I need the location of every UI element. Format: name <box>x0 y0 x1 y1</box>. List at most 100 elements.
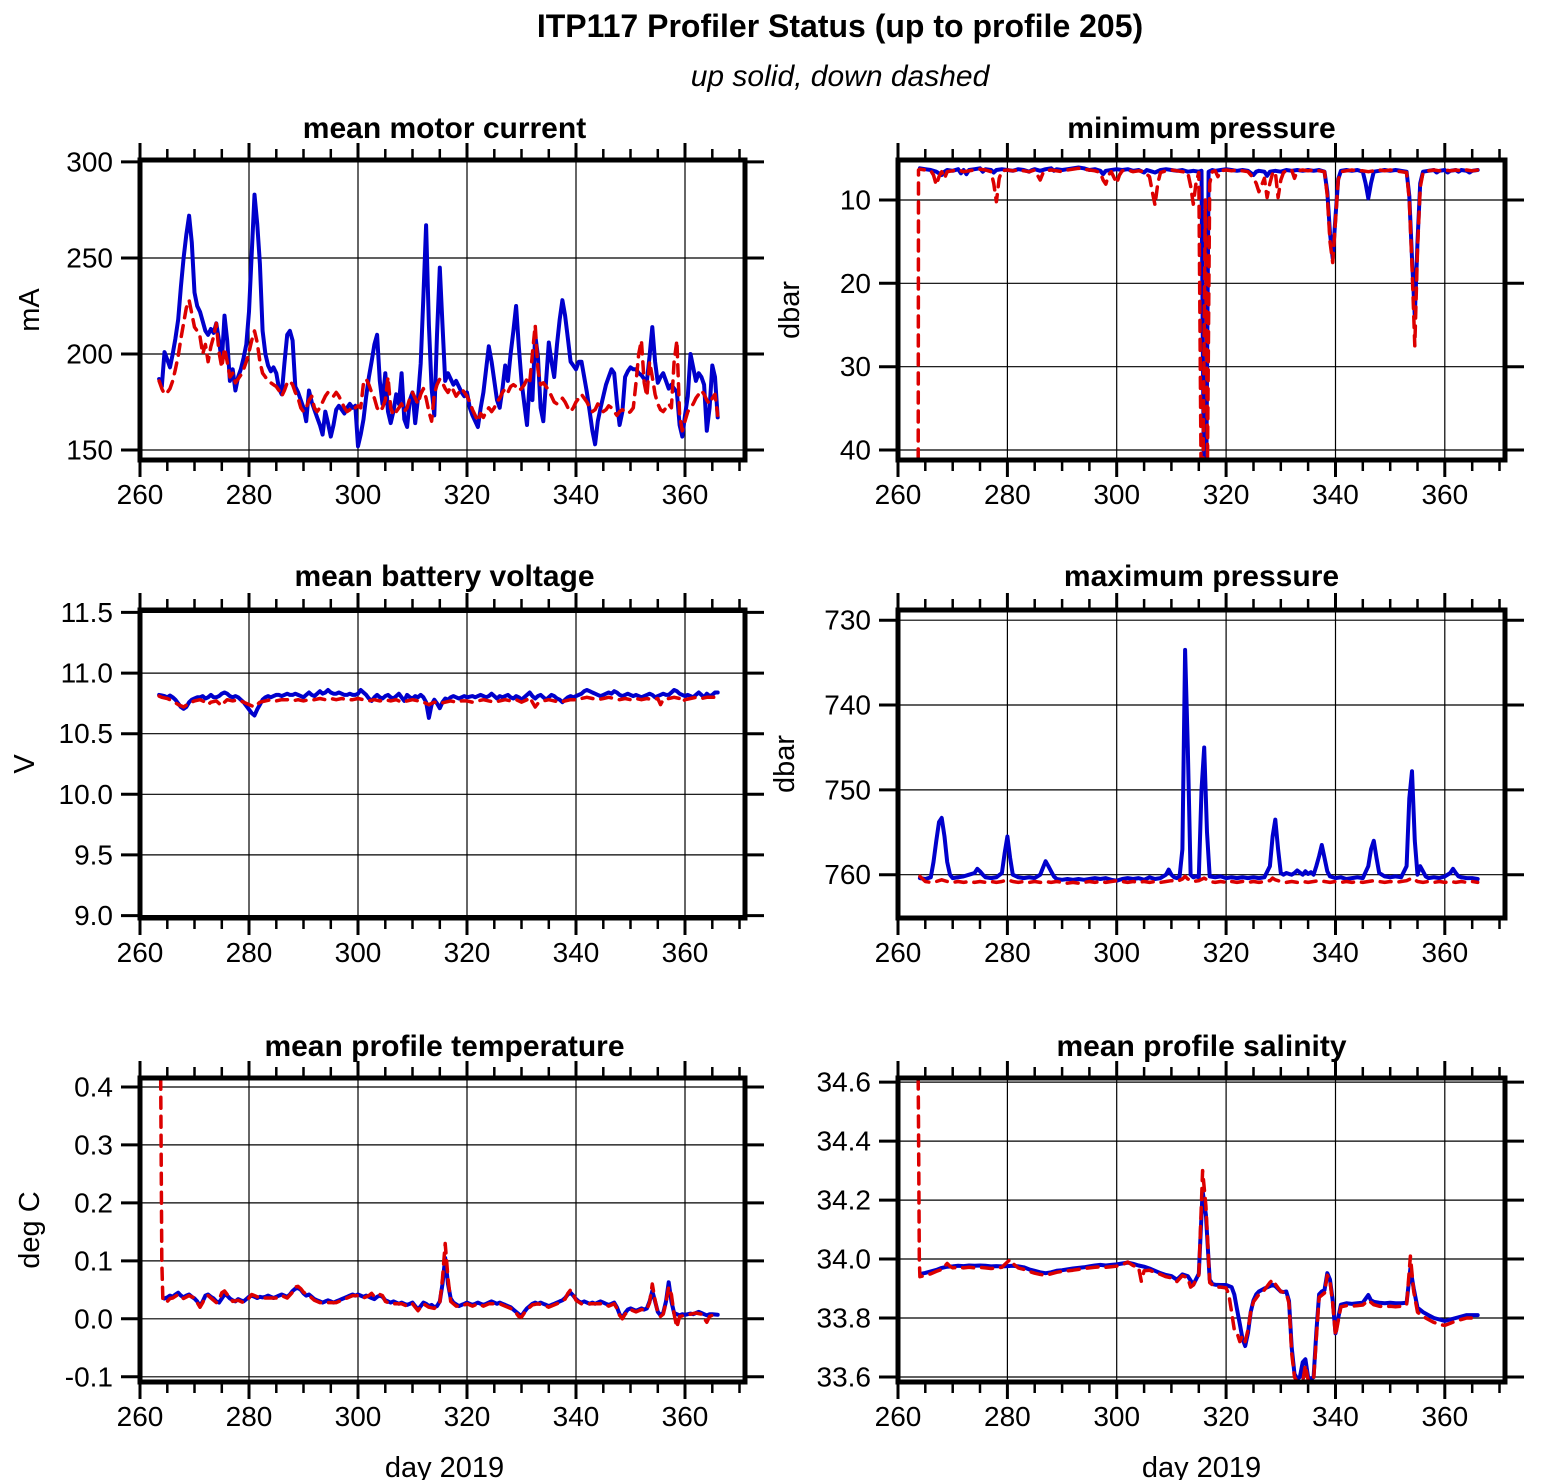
x-tick-label: 340 <box>1312 479 1359 510</box>
x-tick-label: 260 <box>875 1401 922 1432</box>
x-tick-label: 360 <box>1421 937 1468 968</box>
x-tick-label: 260 <box>875 479 922 510</box>
series-down-line <box>158 1078 720 1330</box>
axes-frame <box>895 1075 1508 1385</box>
y-tick-label: 300 <box>66 146 113 177</box>
y-tick-label: 9.5 <box>74 839 113 870</box>
y-tick-label: 33.6 <box>817 1362 872 1393</box>
y-tick-label: 0.0 <box>74 1303 113 1334</box>
panel-title-profile-temperature: mean profile temperature <box>264 1030 625 1063</box>
y-tick-label: 34.2 <box>817 1185 872 1216</box>
x-tick-label: 300 <box>1093 937 1140 968</box>
axes-frame <box>137 607 748 921</box>
series-down-line <box>157 694 720 709</box>
x-tick-label: 360 <box>1421 1401 1468 1432</box>
series-down-line <box>916 1078 1480 1382</box>
y-tick-label: 200 <box>66 339 113 370</box>
y-axis-label-dbar-min: dbar <box>774 280 806 340</box>
y-tick-label: 11.5 <box>61 597 113 628</box>
y-tick-label: 0.2 <box>74 1187 113 1218</box>
axes-frame <box>895 607 1508 921</box>
y-tick-label: 40 <box>840 435 871 466</box>
y-tick-label: 11.0 <box>61 658 113 689</box>
y-tick-label: 10 <box>840 185 871 216</box>
x-tick-label: 340 <box>553 1401 600 1432</box>
panel-title-minimum-pressure: minimum pressure <box>1067 112 1336 145</box>
y-axis-label-v: V <box>9 754 41 774</box>
series-down-line <box>157 298 720 433</box>
x-tick-label: 300 <box>335 937 382 968</box>
y-axis-label-ma: mA <box>14 288 46 332</box>
x-tick-label: 260 <box>117 479 164 510</box>
x-tick-label: 280 <box>984 937 1031 968</box>
x-tick-label: 280 <box>226 1401 273 1432</box>
x-tick-label: 340 <box>553 937 600 968</box>
panel-3: 260 280 300 320 340 360 730 740 750 760 <box>824 593 1524 968</box>
panel-title-motor-current: mean motor current <box>302 112 587 145</box>
series-group <box>157 688 720 720</box>
series-up-line <box>162 1256 720 1320</box>
panel-1: 260 280 300 320 340 360 10 20 30 40 <box>840 143 1524 510</box>
x-axis-label-day-left: day 2019 <box>384 1452 505 1480</box>
y-tick-label: 0.1 <box>74 1245 113 1276</box>
x-tick-label: 260 <box>117 937 164 968</box>
figure-subtitle: up solid, down dashed <box>690 60 990 93</box>
series-group <box>916 165 1480 460</box>
y-tick-label: 34.0 <box>817 1244 872 1275</box>
y-axis-label-degc: deg C <box>14 1191 46 1269</box>
y-tick-label: 10.0 <box>59 779 114 810</box>
y-tick-label: 740 <box>824 690 871 721</box>
series-group <box>158 1078 720 1330</box>
x-tick-label: 340 <box>1312 937 1359 968</box>
panel-0: 260 280 300 320 340 360 150 200 250 300 <box>66 143 764 510</box>
x-tick-label: 360 <box>662 937 709 968</box>
x-tick-label: 280 <box>226 479 273 510</box>
x-tick-label: 340 <box>553 479 600 510</box>
x-tick-label: 300 <box>1093 479 1140 510</box>
figure-title: ITP117 Profiler Status (up to profile 20… <box>536 8 1144 44</box>
series-up-line <box>917 647 1480 883</box>
y-tick-label: 250 <box>66 243 113 274</box>
y-tick-label: 9.0 <box>74 900 113 931</box>
x-tick-label: 260 <box>875 937 922 968</box>
y-tick-label: 34.6 <box>817 1067 872 1098</box>
x-tick-label: 280 <box>226 937 273 968</box>
axes-frame <box>895 157 1508 463</box>
x-tick-label: 320 <box>1203 479 1250 510</box>
x-tick-label: 300 <box>335 479 382 510</box>
x-tick-label: 360 <box>662 1401 709 1432</box>
x-tick-label: 320 <box>444 479 491 510</box>
x-tick-label: 260 <box>117 1401 164 1432</box>
panel-title-battery-voltage: mean battery voltage <box>294 560 595 593</box>
panel-5: 260 280 300 320 340 360 33.6 33.8 34.0 34.2 34.4 34… <box>817 1061 1524 1432</box>
x-tick-label: 300 <box>335 1401 382 1432</box>
x-tick-label: 340 <box>1312 1401 1359 1432</box>
x-tick-label: 300 <box>1093 1401 1140 1432</box>
axes-frame <box>137 1075 748 1385</box>
panel-2: 260 280 300 320 340 360 9.0 9.5 10.0 10.5 11.0 11.5 <box>59 593 764 968</box>
y-tick-label: -0.1 <box>65 1361 113 1392</box>
x-tick-label: 320 <box>1203 937 1250 968</box>
x-tick-label: 360 <box>662 479 709 510</box>
series-down-line <box>916 166 1480 460</box>
series-group <box>916 1078 1480 1382</box>
y-tick-label: 0.4 <box>74 1072 113 1103</box>
y-tick-label: 10.5 <box>59 718 114 749</box>
axes-frame <box>137 157 748 463</box>
panel-4: 260 280 300 320 340 360 -0.1 0.0 0.1 0.2 0.3 0.4 <box>65 1061 764 1432</box>
x-tick-label: 320 <box>1203 1401 1250 1432</box>
y-tick-label: 0.3 <box>74 1129 113 1160</box>
x-tick-label: 280 <box>984 1401 1031 1432</box>
x-tick-label: 320 <box>444 937 491 968</box>
y-tick-label: 34.4 <box>817 1126 872 1157</box>
y-tick-label: 730 <box>824 605 871 636</box>
y-tick-label: 33.8 <box>817 1303 872 1334</box>
x-tick-label: 360 <box>1421 479 1468 510</box>
y-tick-label: 30 <box>840 351 871 382</box>
series-up-line <box>157 192 720 449</box>
x-tick-label: 280 <box>984 479 1031 510</box>
series-group <box>157 192 720 449</box>
series-up-line <box>157 688 720 720</box>
